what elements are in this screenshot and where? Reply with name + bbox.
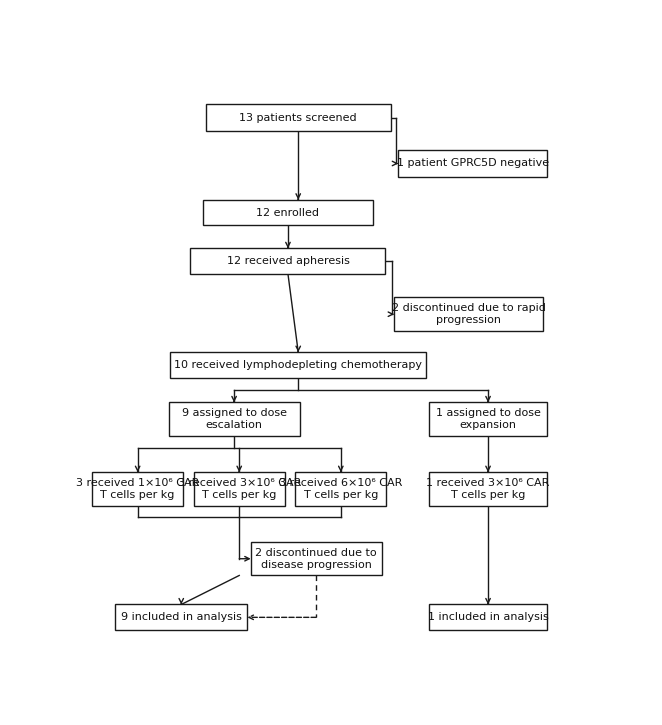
Text: 1 included in analysis: 1 included in analysis [428,613,548,622]
Text: 3 received 3×10⁶ CAR
T cells per kg: 3 received 3×10⁶ CAR T cells per kg [177,478,301,500]
FancyBboxPatch shape [206,104,391,131]
Text: 13 patients screened: 13 patients screened [240,112,357,123]
FancyBboxPatch shape [251,542,381,576]
Text: 2 discontinued due to rapid
progression: 2 discontinued due to rapid progression [392,303,545,325]
FancyBboxPatch shape [429,402,547,436]
Text: 1 received 3×10⁶ CAR
T cells per kg: 1 received 3×10⁶ CAR T cells per kg [426,478,549,500]
Text: 12 received apheresis: 12 received apheresis [226,256,350,266]
Text: 10 received lymphodepleting chemotherapy: 10 received lymphodepleting chemotherapy [174,360,422,370]
Text: 3 received 6×10⁶ CAR
T cells per kg: 3 received 6×10⁶ CAR T cells per kg [279,478,402,500]
FancyBboxPatch shape [429,605,547,630]
Text: 9 included in analysis: 9 included in analysis [121,613,242,622]
FancyBboxPatch shape [115,605,248,630]
FancyBboxPatch shape [203,200,373,225]
Text: 9 assigned to dose
escalation: 9 assigned to dose escalation [181,408,287,430]
Text: 12 enrolled: 12 enrolled [256,207,320,218]
Text: 2 discontinued due to
disease progression: 2 discontinued due to disease progressio… [256,548,377,570]
FancyBboxPatch shape [394,297,543,331]
FancyBboxPatch shape [170,352,426,378]
FancyBboxPatch shape [191,249,385,274]
FancyBboxPatch shape [295,472,387,506]
FancyBboxPatch shape [399,149,547,178]
FancyBboxPatch shape [193,472,285,506]
Text: 3 received 1×10⁶ CAR
T cells per kg: 3 received 1×10⁶ CAR T cells per kg [76,478,199,500]
Text: 1 assigned to dose
expansion: 1 assigned to dose expansion [436,408,540,430]
FancyBboxPatch shape [92,472,183,506]
FancyBboxPatch shape [429,472,547,506]
FancyBboxPatch shape [169,402,299,436]
Text: 1 patient GPRC5D negative: 1 patient GPRC5D negative [397,159,549,168]
